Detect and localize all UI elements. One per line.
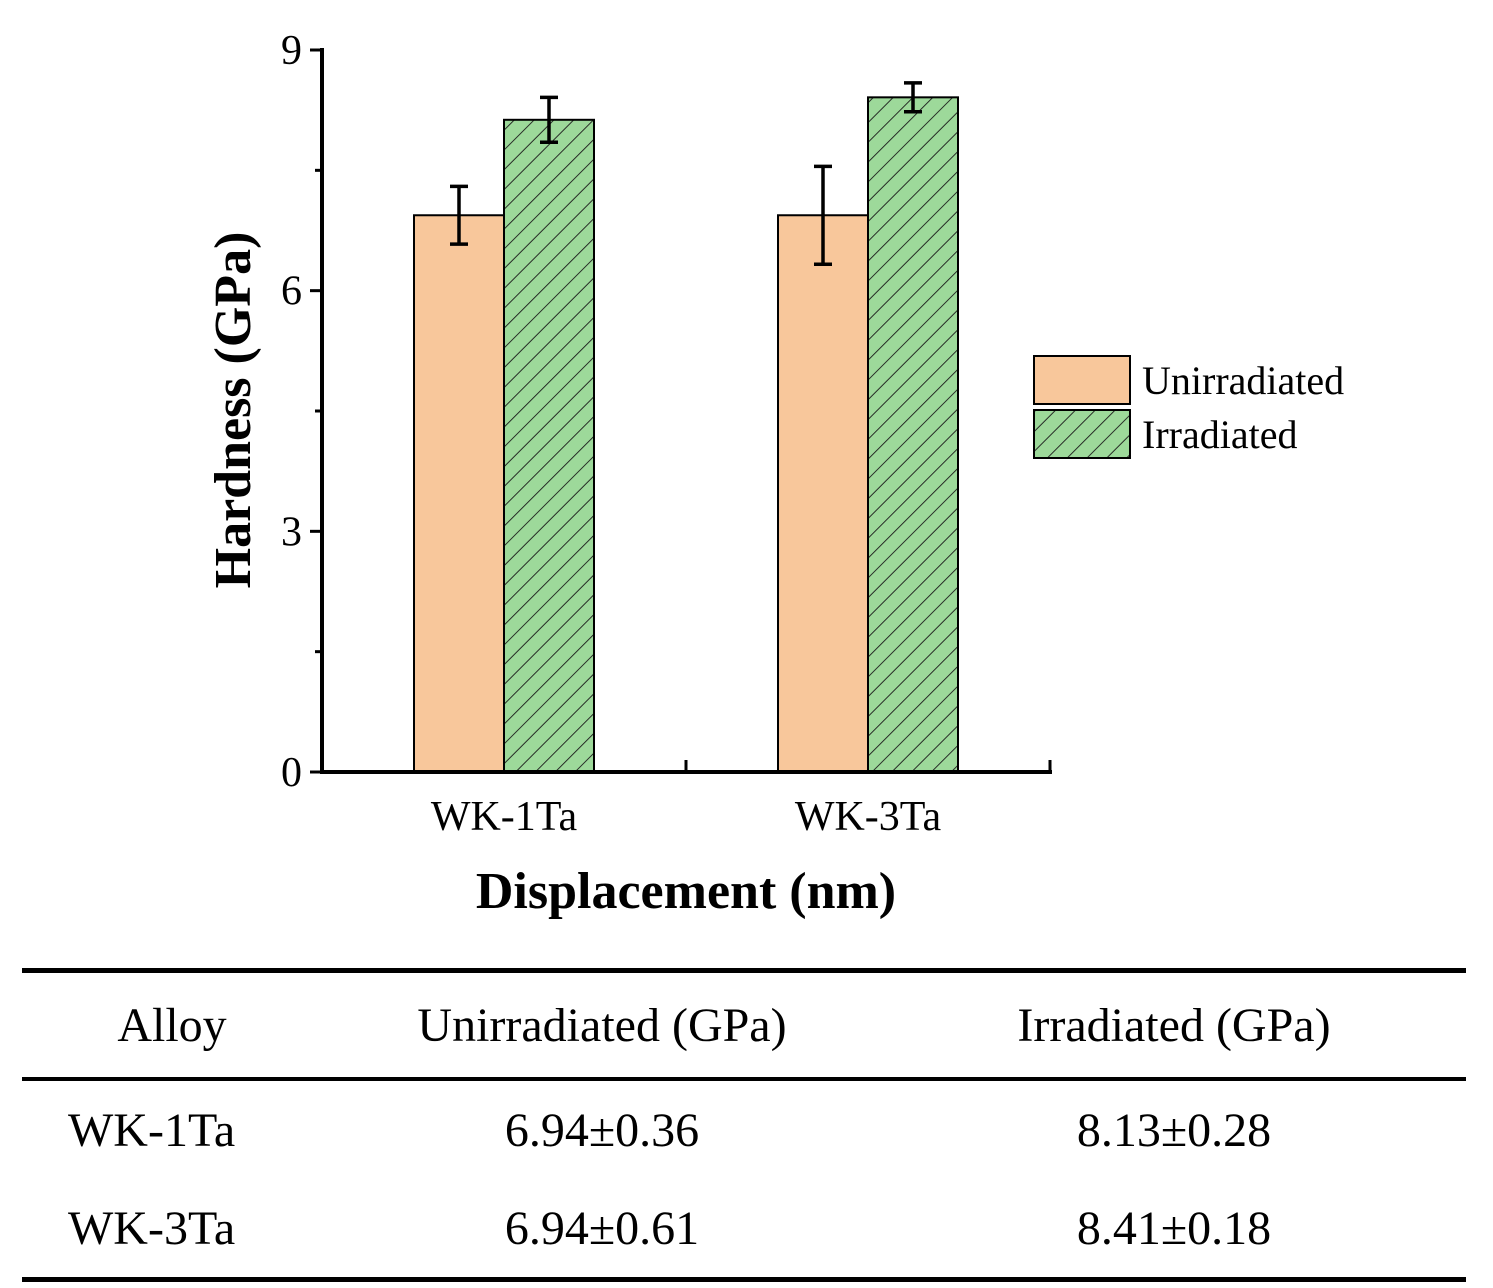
table-cell-irradiated: 8.13±0.28 [1076, 1103, 1272, 1157]
table-header-irradiated: Irradiated (GPa) [1017, 998, 1331, 1052]
error-bar-unirradiated-wk-3ta [814, 164, 832, 266]
error-bar-unirradiated-wk-1ta [450, 184, 468, 246]
table-row: WK-1Ta 6.94±0.36 8.13±0.28 [22, 1079, 1466, 1179]
y-tick-label: 0 [281, 750, 302, 796]
bar-irradiated-wk-3ta [867, 96, 959, 773]
legend: Unirradiated Irradiated [1033, 355, 1344, 459]
table-cell-alloy: WK-3Ta [68, 1201, 236, 1255]
bar-unirradiated-wk-1ta [413, 214, 505, 774]
x-axis-title: Displacement (nm) [476, 863, 896, 920]
table-header-row: Alloy Unirradiated (GPa) Irradiated (GPa… [22, 970, 1466, 1079]
legend-swatch-irradiated [1033, 409, 1131, 459]
table-cell-unirradiated: 6.94±0.36 [504, 1103, 700, 1157]
table-header-unirradiated: Unirradiated (GPa) [417, 998, 787, 1052]
legend-swatch-unirradiated [1033, 355, 1131, 405]
y-tick-label: 9 [281, 28, 302, 74]
table-header-alloy: Alloy [117, 998, 227, 1052]
legend-label-unirradiated: Unirradiated [1142, 358, 1344, 403]
table-row: WK-3Ta 6.94±0.61 8.41±0.18 [22, 1179, 1466, 1280]
bar-unirradiated-wk-3ta [777, 214, 869, 774]
legend-label-irradiated: Irradiated [1142, 412, 1297, 457]
y-axis-title: Hardness (GPa) [205, 232, 262, 589]
table-cell-irradiated: 8.41±0.18 [1076, 1201, 1272, 1255]
error-bar-irradiated-wk-1ta [540, 95, 558, 145]
y-tick-label: 6 [281, 269, 302, 315]
y-tick-label: 3 [281, 509, 302, 555]
x-category-label: WK-1Ta [431, 794, 578, 840]
bar-irradiated-wk-1ta [503, 118, 595, 773]
table-cell-alloy: WK-1Ta [68, 1103, 236, 1157]
error-bar-irradiated-wk-3ta [904, 81, 922, 114]
x-category-label: WK-3Ta [795, 794, 942, 840]
hardness-table: Alloy Unirradiated (GPa) Irradiated (GPa… [22, 968, 1466, 1282]
table-cell-unirradiated: 6.94±0.61 [504, 1201, 700, 1255]
hardness-bar-chart: 0 3 6 9 WK-1Ta WK-3Ta Hardness (GPa) Displac… [205, 28, 1344, 920]
